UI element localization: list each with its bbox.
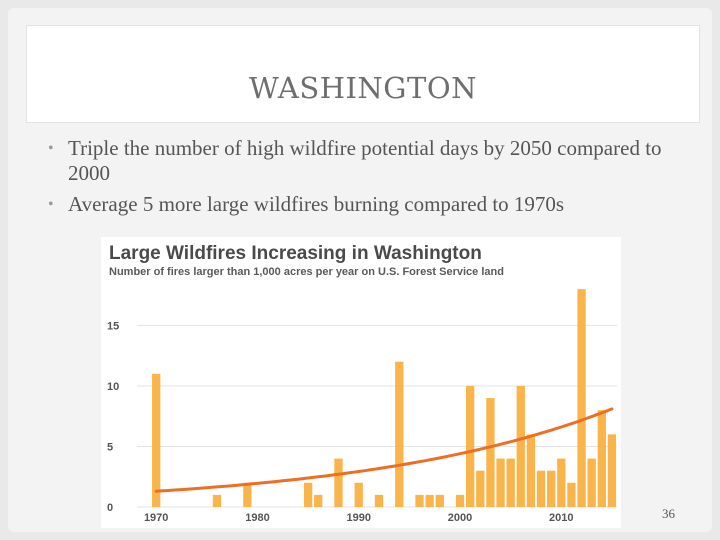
x-tick-label: 1990 [347, 512, 371, 524]
tick-layer: 0 5 10 15 1970 1980 1990 2000 2010 [107, 320, 574, 524]
slide-title: WASHINGTON [249, 71, 477, 105]
y-tick-label: 10 [107, 381, 119, 393]
title-box: WASHINGTON [26, 25, 700, 123]
y-tick-label: 5 [107, 441, 113, 453]
chart-subtitle: Number of fires larger than 1,000 acres … [109, 266, 504, 278]
bullet-list: • Triple the number of high wildfire pot… [48, 136, 708, 223]
bar-2009 [547, 470, 556, 507]
bar-2010 [557, 458, 566, 507]
bar-2008 [536, 470, 546, 507]
trend-line [154, 407, 614, 493]
bar-2001 [465, 385, 475, 507]
bar-2004 [496, 458, 505, 507]
bullet-text-2: Average 5 more large wildfires burning c… [68, 192, 565, 216]
bullet-item-2: • Average 5 more large wildfires burning… [48, 192, 708, 217]
bar-2006 [516, 385, 525, 507]
bar-2002 [476, 470, 485, 507]
bar-2003 [486, 398, 495, 507]
bar-1979 [243, 482, 252, 507]
chart-svg: Large Wildfires Increasing in Washington… [107, 243, 617, 524]
chart-title: Large Wildfires Increasing in Washington [109, 243, 482, 264]
bar-1996 [415, 494, 424, 507]
bar-1992 [374, 494, 384, 507]
x-tick-label: 2010 [549, 512, 573, 524]
bar-1998 [435, 494, 444, 507]
bar-2014 [597, 410, 606, 507]
bullet-icon: • [48, 196, 54, 213]
bar-2007 [526, 434, 536, 507]
bullet-text-1: Triple the number of high wildfire poten… [68, 136, 662, 185]
page-number: 36 [662, 506, 675, 521]
bar-1970 [152, 373, 161, 507]
bar-2015 [607, 434, 617, 507]
bar-1994 [395, 361, 404, 507]
bullet-item-1: • Triple the number of high wildfire pot… [48, 136, 708, 186]
bar-layer [152, 289, 617, 507]
bar-1990 [354, 482, 363, 507]
x-tick-label: 2000 [448, 512, 472, 524]
bar-2012 [577, 289, 586, 507]
bar-2013 [587, 458, 596, 507]
bar-1985 [303, 482, 313, 507]
y-tick-label: 15 [107, 320, 119, 332]
wildfire-chart: Large Wildfires Increasing in Washington… [101, 237, 621, 528]
bar-1988 [334, 458, 343, 507]
bar-1986 [314, 494, 323, 507]
bar-1976 [212, 494, 222, 507]
bullet-icon: • [48, 140, 54, 157]
trend-layer [154, 407, 614, 493]
x-tick-label: 1970 [144, 512, 168, 524]
bar-2000 [455, 494, 465, 507]
bar-2005 [506, 458, 515, 507]
bar-2011 [567, 482, 576, 507]
x-tick-label: 1980 [245, 512, 269, 524]
bar-1997 [425, 494, 434, 507]
y-tick-label: 0 [107, 502, 113, 514]
